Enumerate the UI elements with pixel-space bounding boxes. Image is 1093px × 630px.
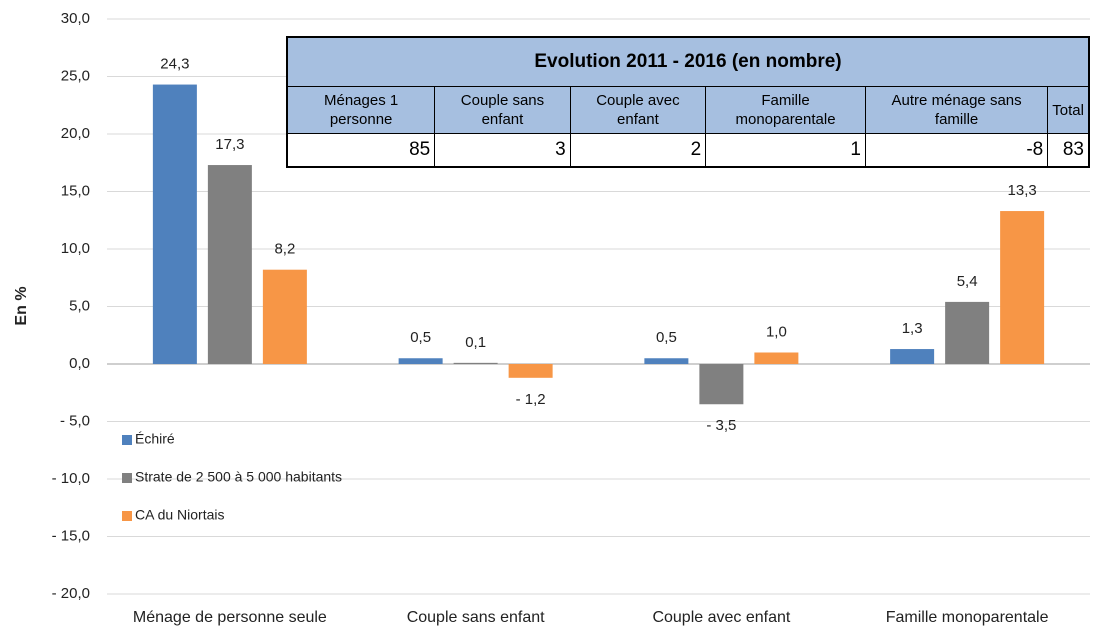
value-row: 85 3 2 1 -8 83 <box>286 133 1090 168</box>
legend-label: CA du Niortais <box>135 507 224 523</box>
bar <box>699 364 744 405</box>
x-tick-label: Famille monoparentale <box>886 609 1049 626</box>
value-label: - 1,2 <box>516 391 546 408</box>
table-value: 1 <box>705 133 866 168</box>
value-label: 5,4 <box>957 273 978 290</box>
legend-swatch <box>122 473 132 483</box>
y-tick-label: 20,0 <box>61 125 90 142</box>
table-title: Evolution 2011 - 2016 (en nombre) <box>286 36 1090 87</box>
value-label: - 3,5 <box>706 417 736 434</box>
bar <box>508 364 553 378</box>
table-value: 83 <box>1047 133 1090 168</box>
value-label: 17,3 <box>215 136 244 153</box>
legend-label: Échiré <box>135 431 175 447</box>
value-label: 1,3 <box>902 320 923 337</box>
y-tick-label: 15,0 <box>61 182 90 199</box>
legend-swatch <box>122 435 132 445</box>
x-tick-label: Ménage de personne seule <box>133 609 327 626</box>
table-header: Famille monoparentale <box>705 86 866 134</box>
table-header: Ménages 1 personne <box>286 86 436 134</box>
y-tick-label: 30,0 <box>61 10 90 27</box>
table-value: 85 <box>286 133 436 168</box>
legend-swatch <box>122 511 132 521</box>
y-tick-label: 0,0 <box>69 355 90 372</box>
inset-table: Evolution 2011 - 2016 (en nombre) Ménage… <box>286 36 1090 168</box>
bar <box>262 269 307 364</box>
y-tick-label: 5,0 <box>69 297 90 314</box>
table-header: Total <box>1047 86 1090 134</box>
table-header: Autre ménage sans famille <box>864 86 1049 134</box>
table-header: Couple avec enfant <box>569 86 707 134</box>
bar <box>890 349 935 364</box>
table-value: 3 <box>434 133 571 168</box>
bar <box>207 165 252 364</box>
value-label: 13,3 <box>1008 182 1037 199</box>
y-tick-label: 25,0 <box>61 67 90 84</box>
bar <box>398 358 443 364</box>
y-tick-label: - 20,0 <box>52 585 90 602</box>
y-tick-label: 10,0 <box>61 240 90 257</box>
y-tick-label: - 10,0 <box>52 470 90 487</box>
value-label: 1,0 <box>766 323 787 340</box>
value-label: 0,5 <box>656 329 677 346</box>
bar <box>945 301 990 364</box>
bar <box>453 362 498 364</box>
table-value: 2 <box>569 133 707 168</box>
table-value: -8 <box>864 133 1049 168</box>
header-row: Ménages 1 personne Couple sans enfant Coup… <box>286 86 1090 134</box>
value-label: 24,3 <box>160 56 189 73</box>
bar <box>1000 211 1045 364</box>
legend-label: Strate de 2 500 à 5 000 habitants <box>135 469 342 485</box>
bar <box>644 358 689 364</box>
x-tick-label: Couple avec enfant <box>652 609 790 626</box>
table-header: Couple sans enfant <box>434 86 571 134</box>
value-label: 0,5 <box>410 329 431 346</box>
value-label: 0,1 <box>465 334 486 351</box>
y-axis-label: En % <box>13 286 30 325</box>
y-tick-label: - 15,0 <box>52 527 90 544</box>
bar <box>754 352 799 364</box>
y-tick-label: - 5,0 <box>60 412 90 429</box>
bar <box>152 84 197 365</box>
x-tick-label: Couple sans enfant <box>407 609 545 626</box>
value-label: 8,2 <box>274 241 295 258</box>
